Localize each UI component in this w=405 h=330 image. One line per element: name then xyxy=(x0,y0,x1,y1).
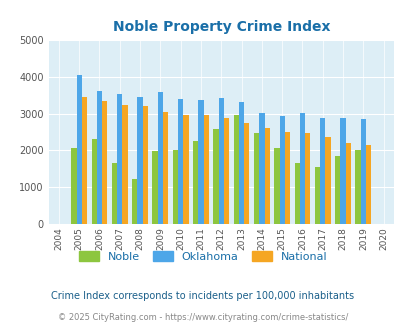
Bar xyxy=(335,156,340,224)
Text: © 2025 CityRating.com - https://www.cityrating.com/crime-statistics/: © 2025 CityRating.com - https://www.city… xyxy=(58,313,347,322)
Bar xyxy=(218,98,224,224)
Bar xyxy=(305,133,309,224)
Bar xyxy=(325,137,330,224)
Legend: Noble, Oklahoma, National: Noble, Oklahoma, National xyxy=(74,247,331,267)
Bar xyxy=(299,113,305,224)
Bar xyxy=(274,148,279,224)
Bar xyxy=(162,112,168,224)
Bar xyxy=(233,115,238,224)
Bar xyxy=(365,145,371,224)
Bar xyxy=(360,119,365,224)
Bar xyxy=(355,150,360,224)
Bar xyxy=(254,133,259,224)
Bar xyxy=(71,148,77,224)
Bar xyxy=(238,102,243,224)
Bar xyxy=(143,106,147,224)
Bar xyxy=(183,115,188,224)
Bar xyxy=(279,116,284,224)
Bar xyxy=(198,100,203,224)
Bar xyxy=(224,117,228,224)
Bar xyxy=(173,150,177,224)
Bar xyxy=(258,113,264,224)
Bar xyxy=(284,132,289,224)
Bar xyxy=(152,151,157,224)
Bar xyxy=(97,91,102,224)
Bar xyxy=(102,101,107,224)
Title: Noble Property Crime Index: Noble Property Crime Index xyxy=(112,20,329,34)
Bar xyxy=(203,115,209,224)
Bar xyxy=(320,118,325,224)
Bar xyxy=(92,139,97,224)
Bar xyxy=(244,123,249,224)
Bar xyxy=(77,75,81,224)
Bar xyxy=(158,92,163,224)
Bar xyxy=(122,105,127,224)
Bar xyxy=(213,129,218,224)
Bar xyxy=(314,167,320,224)
Bar xyxy=(81,97,87,224)
Bar xyxy=(264,128,269,224)
Text: Crime Index corresponds to incidents per 100,000 inhabitants: Crime Index corresponds to incidents per… xyxy=(51,291,354,301)
Bar xyxy=(132,179,137,224)
Bar xyxy=(117,94,122,224)
Bar xyxy=(193,141,198,224)
Bar xyxy=(137,97,143,224)
Bar xyxy=(345,143,350,224)
Bar xyxy=(112,163,117,224)
Bar xyxy=(339,118,345,224)
Bar xyxy=(294,163,299,224)
Bar xyxy=(177,99,183,224)
